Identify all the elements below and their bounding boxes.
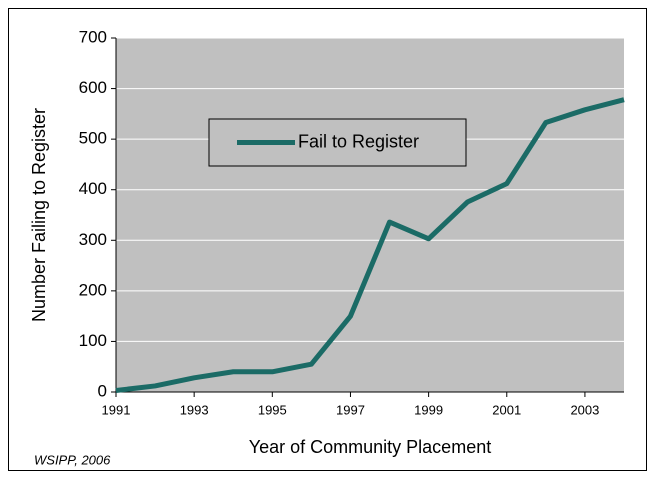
x-tick-label: 1999 [414, 402, 443, 417]
y-tick-label: 200 [79, 280, 107, 299]
y-tick-label: 500 [79, 129, 107, 148]
x-tick-label: 1997 [336, 402, 365, 417]
legend-label: Fail to Register [298, 131, 419, 151]
y-tick-label: 400 [79, 179, 107, 198]
y-axis-label: Number Failing to Register [29, 108, 49, 322]
source-note: WSIPP, 2006 [34, 452, 111, 467]
y-tick-label: 600 [79, 78, 107, 97]
y-tick-label: 700 [79, 27, 107, 46]
y-tick-label: 300 [79, 230, 107, 249]
x-tick-label: 1991 [102, 402, 131, 417]
plot-area [116, 38, 624, 392]
x-tick-label: 2003 [570, 402, 599, 417]
x-tick-label: 1993 [180, 402, 209, 417]
y-tick-label: 100 [79, 331, 107, 350]
x-tick-label: 1995 [258, 402, 287, 417]
line-series [115, 97, 625, 393]
y-tick-label: 0 [98, 381, 107, 400]
x-axis-label: Year of Community Placement [249, 437, 491, 457]
x-tick-label: 2001 [492, 402, 521, 417]
